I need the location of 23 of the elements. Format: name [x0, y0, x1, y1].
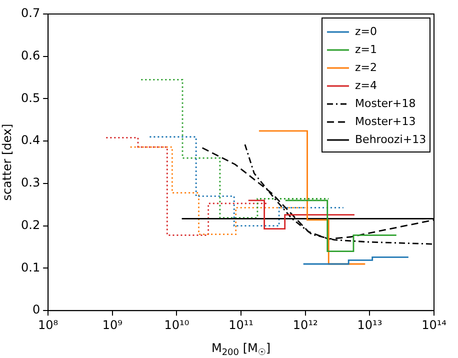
legend-label: Behroozi+13 [355, 132, 426, 146]
legend-label: Moster+18 [355, 96, 416, 110]
y-tick-label: 0.7 [20, 6, 40, 20]
legend-label: z=1 [355, 42, 377, 56]
y-tick-label: 0.5 [20, 90, 40, 105]
x-tick-label: 10¹¹ [228, 318, 254, 332]
legend-label: z=4 [355, 78, 377, 92]
y-axis-title: scatter [dex] [0, 124, 14, 201]
x-tick-label: 10¹⁴ [422, 318, 447, 332]
y-tick-label: 0.6 [20, 48, 40, 62]
y-tick-label: 0.2 [20, 218, 40, 232]
legend-label: Moster+13 [355, 114, 416, 128]
legend-label: z=2 [355, 60, 377, 74]
x-tick-label: 10⁹ [102, 318, 123, 332]
y-tick-label: 0 [32, 302, 40, 317]
x-tick-label: 10¹⁰ [164, 318, 190, 332]
y-tick-label: 0.3 [20, 176, 40, 190]
y-tick-label: 0.1 [20, 260, 40, 274]
x-tick-label: 10⁸ [38, 318, 58, 332]
x-tick-label: 10¹³ [357, 318, 382, 332]
legend-label: z=0 [355, 24, 377, 38]
y-tick-label: 0.4 [20, 133, 40, 148]
x-tick-label: 10¹² [292, 318, 318, 332]
